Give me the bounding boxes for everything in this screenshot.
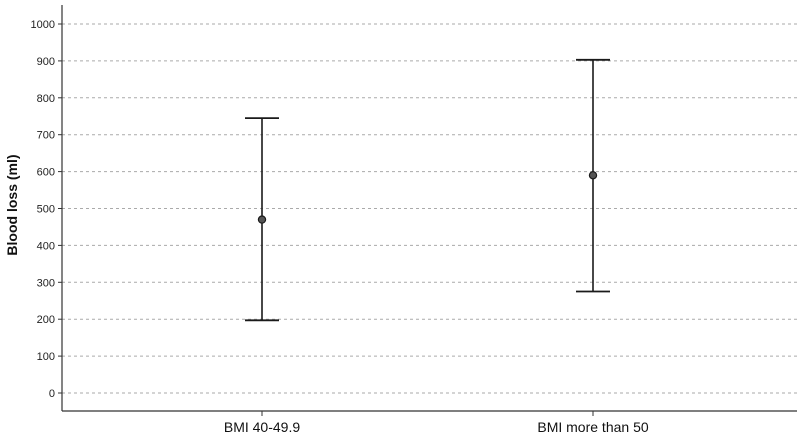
y-tick-label: 100 — [37, 351, 55, 363]
grid-layer — [62, 23, 797, 394]
mean-point — [588, 171, 598, 180]
y-tick-label: 500 — [37, 204, 55, 216]
y-tick-label: 800 — [37, 93, 55, 105]
mean-point — [257, 215, 267, 224]
tick-layer: 0 100 200 300 400 500 600 700 800 900 1000 — [31, 19, 594, 416]
y-tick-label: 400 — [37, 240, 55, 252]
mark-layer — [245, 58, 610, 322]
y-tick-label: 900 — [37, 56, 55, 68]
x-tick-label: BMI 40-49.9 — [224, 419, 300, 435]
y-axis-title: Blood loss (ml) — [4, 154, 20, 255]
label-layer: BMI 40-49.9 BMI more than 50 — [224, 419, 649, 435]
y-tick-label: 200 — [37, 314, 55, 326]
y-tick-label: 300 — [37, 277, 55, 289]
x-tick-label: BMI more than 50 — [537, 419, 648, 435]
y-tick-label: 700 — [37, 130, 55, 142]
errorbar-group — [576, 58, 610, 293]
errorbar-group — [245, 117, 279, 322]
y-tick-label: 0 — [49, 388, 55, 400]
y-tick-label: 600 — [37, 167, 55, 179]
y-tick-label: 1000 — [31, 19, 55, 31]
